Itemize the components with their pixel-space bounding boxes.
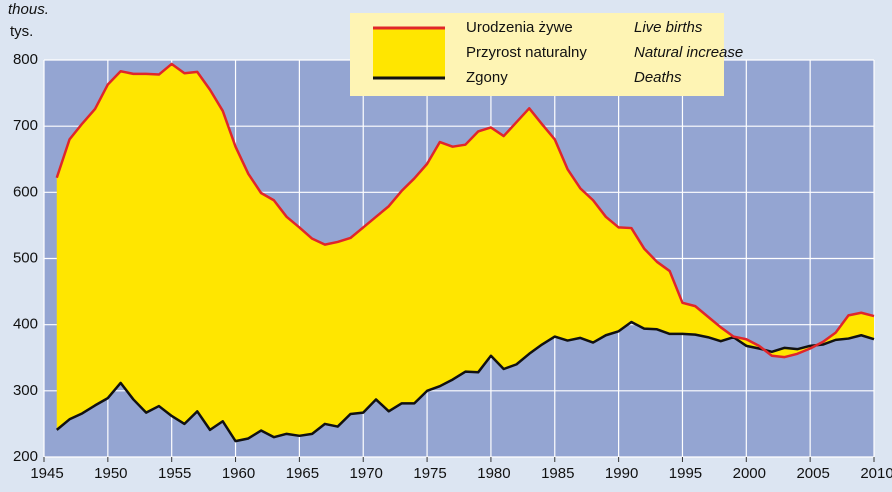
legend-label: Urodzenia żywe bbox=[466, 19, 573, 36]
x-tick-label: 1980 bbox=[477, 465, 510, 482]
series-line bbox=[55, 320, 875, 443]
x-tick-label: 2010 bbox=[860, 465, 892, 482]
natural-increase-area bbox=[56, 63, 875, 442]
x-tick-label: 1960 bbox=[222, 465, 255, 482]
y-tick-label: 500 bbox=[13, 249, 38, 266]
x-tick-label: 1995 bbox=[669, 465, 702, 482]
x-tick-label: 1985 bbox=[541, 465, 574, 482]
legend-label: Natural increase bbox=[634, 44, 743, 61]
y-tick-label: 400 bbox=[13, 316, 38, 333]
x-tick-label: 1965 bbox=[286, 465, 319, 482]
x-tick-label: 1945 bbox=[30, 465, 63, 482]
x-tick-label: 2000 bbox=[733, 465, 766, 482]
x-tick-label: 1955 bbox=[158, 465, 191, 482]
legend-label: Zgony bbox=[466, 69, 508, 86]
y-tick-label: 300 bbox=[13, 382, 38, 399]
x-tick-label: 2005 bbox=[796, 465, 829, 482]
y-tick-label: 700 bbox=[13, 117, 38, 134]
unit-en: thous. bbox=[8, 1, 49, 18]
y-tick-label: 800 bbox=[13, 51, 38, 68]
x-tick-label: 1970 bbox=[350, 465, 383, 482]
legend-label: Deaths bbox=[634, 69, 682, 86]
x-tick-label: 1950 bbox=[94, 465, 127, 482]
y-tick-label: 200 bbox=[13, 448, 38, 465]
legend-label: Live births bbox=[634, 19, 703, 36]
legend-label: Przyrost naturalny bbox=[466, 44, 587, 61]
legend-swatch bbox=[373, 28, 445, 78]
y-tick-label: 600 bbox=[13, 183, 38, 200]
series-line bbox=[55, 62, 875, 359]
unit-pl: tys. bbox=[10, 23, 33, 40]
x-tick-label: 1990 bbox=[605, 465, 638, 482]
x-tick-label: 1975 bbox=[413, 465, 446, 482]
